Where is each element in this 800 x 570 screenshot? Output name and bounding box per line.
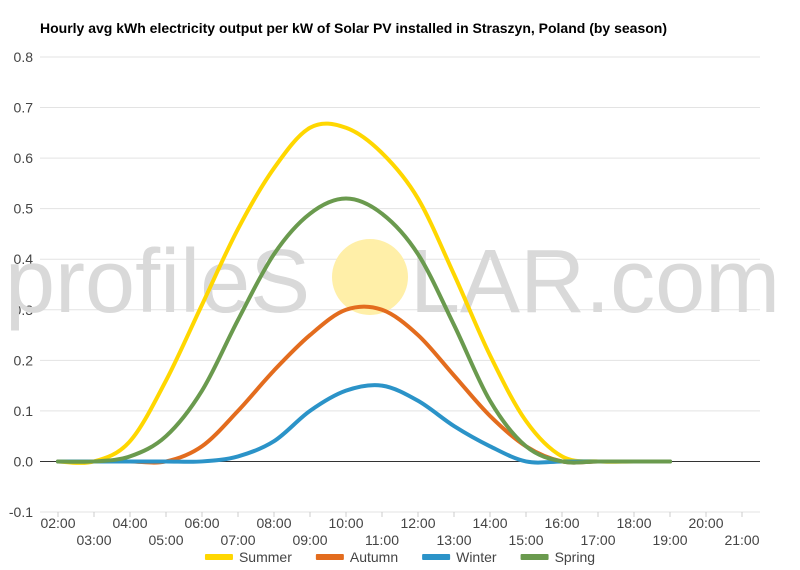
x-tick-label: 16:00: [544, 515, 579, 531]
y-axis-tick-labels: 0.8 0.7 0.6 0.5 0.4 0.3 0.2 0.1 0.0 -0.1: [9, 49, 33, 520]
y-tick-label: 0.8: [14, 49, 34, 65]
x-tick-label: 08:00: [256, 515, 291, 531]
x-tick-label: 12:00: [400, 515, 435, 531]
y-tick-label: 0.1: [14, 403, 34, 419]
x-tick-label: 21:00: [724, 532, 759, 548]
y-tick-label: 0.5: [14, 201, 34, 217]
legend[interactable]: Summer Autumn Winter Spring: [204, 549, 595, 565]
y-tick-label: 0.7: [14, 100, 34, 116]
x-tick-label: 07:00: [220, 532, 255, 548]
watermark-right-text: LAR.com: [410, 232, 780, 332]
x-tick-label: 06:00: [184, 515, 219, 531]
legend-label: Autumn: [350, 549, 398, 565]
legend-label: Summer: [239, 549, 292, 565]
series-lines: [56, 121, 672, 465]
x-tick-label: 03:00: [76, 532, 111, 548]
x-tick-label: 05:00: [148, 532, 183, 548]
x-axis-tick-labels: 02:0003:0004:0005:0006:0007:0008:0009:00…: [40, 515, 759, 548]
x-tick-label: 20:00: [688, 515, 723, 531]
legend-item-winter[interactable]: Winter: [422, 549, 497, 565]
x-tick-label: 19:00: [652, 532, 687, 548]
x-tick-label: 11:00: [365, 532, 399, 548]
y-tick-label: 0.4: [14, 251, 34, 267]
legend-swatch: [520, 554, 549, 560]
y-tick-label: -0.1: [9, 504, 33, 520]
x-tick-label: 13:00: [436, 532, 471, 548]
y-tick-label: 0.2: [14, 352, 34, 368]
y-tick-label: 0.0: [14, 453, 34, 469]
watermark-left-text: profileS: [5, 232, 310, 332]
legend-item-spring[interactable]: Spring: [520, 549, 595, 565]
x-tick-label: 09:00: [292, 532, 327, 548]
x-tick-label: 02:00: [40, 515, 75, 531]
x-tick-label: 04:00: [112, 515, 147, 531]
chart-title: Hourly avg kWh electricity output per kW…: [40, 20, 667, 36]
x-tick-label: 17:00: [580, 532, 615, 548]
x-tick-label: 14:00: [472, 515, 507, 531]
y-tick-label: 0.3: [14, 302, 34, 318]
series-line-summer: [56, 121, 672, 465]
x-tick-label: 10:00: [328, 515, 363, 531]
legend-swatch: [422, 554, 451, 560]
y-tick-label: 0.6: [14, 150, 34, 166]
legend-label: Spring: [555, 549, 595, 565]
legend-item-summer[interactable]: Summer: [204, 549, 292, 565]
legend-label: Winter: [456, 549, 497, 565]
series-line-spring: [56, 196, 672, 465]
x-tick-label: 15:00: [508, 532, 543, 548]
legend-item-autumn[interactable]: Autumn: [315, 549, 398, 565]
legend-swatch: [204, 554, 233, 560]
legend-swatch: [315, 554, 344, 560]
sun-logo-icon: [332, 239, 408, 315]
x-tick-label: 18:00: [616, 515, 651, 531]
series-line-winter: [56, 383, 672, 465]
